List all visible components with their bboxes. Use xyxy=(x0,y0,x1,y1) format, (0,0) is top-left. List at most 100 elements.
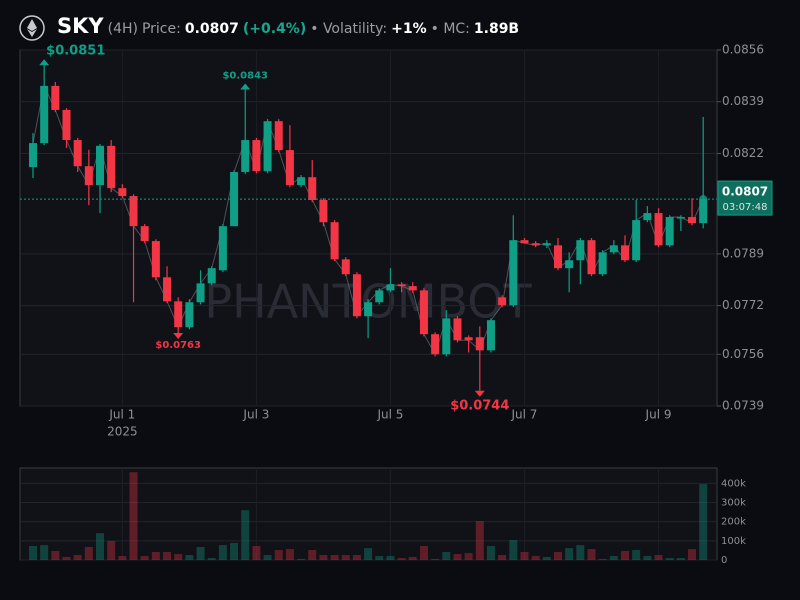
volume-bar xyxy=(118,555,127,560)
x-tick-label: Jul 7 xyxy=(511,408,538,422)
volume-tick-label: 100k xyxy=(721,536,746,547)
x-tick-label: Jul 5 xyxy=(376,408,403,422)
candle-body xyxy=(643,213,652,221)
interval: (4H) xyxy=(107,21,138,37)
candle-body xyxy=(185,302,194,328)
volume-bar xyxy=(51,550,60,560)
volume-bar xyxy=(297,559,306,560)
volume-panel xyxy=(19,467,718,561)
volume-bar xyxy=(308,550,317,560)
candle-body xyxy=(96,145,105,186)
candle-body xyxy=(364,302,373,317)
candle-body xyxy=(274,121,283,151)
candle-body xyxy=(587,240,596,275)
market-cap: 1.89B xyxy=(473,21,520,37)
volume-bar xyxy=(486,546,495,560)
volume-bar xyxy=(252,546,261,560)
last-price-dot xyxy=(699,195,708,204)
candle-body xyxy=(699,199,708,224)
candle-body xyxy=(553,245,562,269)
candle-body xyxy=(665,217,674,246)
volume-bar xyxy=(163,551,172,560)
volume-bar xyxy=(341,555,350,560)
candle-body xyxy=(397,284,406,287)
candle-body xyxy=(163,277,172,302)
volume-bar xyxy=(107,541,116,560)
candle-body xyxy=(308,177,317,201)
candle-body xyxy=(498,297,507,306)
annotation-arrow xyxy=(173,332,184,339)
candle-body xyxy=(509,240,518,306)
volume-bar xyxy=(665,558,674,560)
volume-bar xyxy=(207,558,216,560)
x-tick-label: Jul 3 xyxy=(242,408,269,422)
volume-bar xyxy=(654,555,663,560)
volatility-label: • Volatility: xyxy=(310,21,388,37)
candle-body xyxy=(84,166,93,186)
volume-bar xyxy=(263,555,272,560)
volume-bar xyxy=(565,548,574,560)
volume-bar xyxy=(464,553,473,560)
volume-bar xyxy=(442,551,451,560)
volume-bar xyxy=(174,554,183,560)
volume-bar xyxy=(431,559,440,560)
candle-body xyxy=(598,252,607,275)
volume-bar xyxy=(419,546,428,560)
candle-body xyxy=(62,109,71,141)
price-label: Price: xyxy=(141,21,181,37)
volume-bar xyxy=(587,549,596,560)
volume-bar xyxy=(84,546,93,560)
header: SKY (4H) Price: 0.0807 (+0.4%) • Volatil… xyxy=(57,14,519,38)
volume-bar xyxy=(386,555,395,560)
volume-bar xyxy=(576,545,585,560)
candle-body xyxy=(408,286,417,291)
candle-body xyxy=(241,140,250,173)
volume-bar xyxy=(397,558,406,560)
volume-bar xyxy=(531,555,540,560)
candle-body xyxy=(352,274,361,317)
candle-body xyxy=(29,143,37,168)
volatility: +1% xyxy=(391,21,427,37)
candle-body xyxy=(464,337,473,341)
volume-bar xyxy=(96,533,105,560)
volume-bar xyxy=(285,549,294,560)
volume-bar xyxy=(151,551,160,560)
candle-body xyxy=(453,318,462,341)
candle-body xyxy=(252,140,261,172)
volume-bar xyxy=(609,555,618,560)
price-panel xyxy=(19,49,718,407)
candle-body xyxy=(542,243,551,246)
volume-bar xyxy=(185,555,194,560)
change: (+0.4%) xyxy=(242,21,307,37)
candle-body xyxy=(375,290,384,303)
candle-body xyxy=(565,260,574,269)
candle-body xyxy=(330,222,339,260)
candle-body xyxy=(297,177,306,186)
y-tick-label: 0.0789 xyxy=(722,246,764,260)
candle-body xyxy=(174,301,183,328)
candle-body xyxy=(218,226,227,271)
volume-bar xyxy=(498,555,507,560)
candle-body xyxy=(285,150,294,186)
annotation-arrow xyxy=(39,59,50,66)
candle-body xyxy=(632,220,641,261)
volume-bar xyxy=(475,521,484,560)
candle-body xyxy=(207,268,216,284)
annotation-label: $0.0843 xyxy=(222,71,268,82)
price-tag xyxy=(717,180,773,216)
volume-bar xyxy=(352,555,361,560)
candle-body xyxy=(51,85,60,110)
volume-bar xyxy=(73,555,82,560)
volume-bar xyxy=(129,472,138,560)
volume-bar xyxy=(598,559,607,560)
candle-body xyxy=(118,188,127,197)
volume-bar xyxy=(676,558,685,560)
volume-bar xyxy=(319,555,328,560)
volume-bar xyxy=(62,556,71,560)
annotation-label: $0.0744 xyxy=(450,398,509,413)
annotation-arrow xyxy=(474,390,485,397)
volume-bar xyxy=(643,555,652,560)
annotation-label: $0.0763 xyxy=(155,340,201,351)
